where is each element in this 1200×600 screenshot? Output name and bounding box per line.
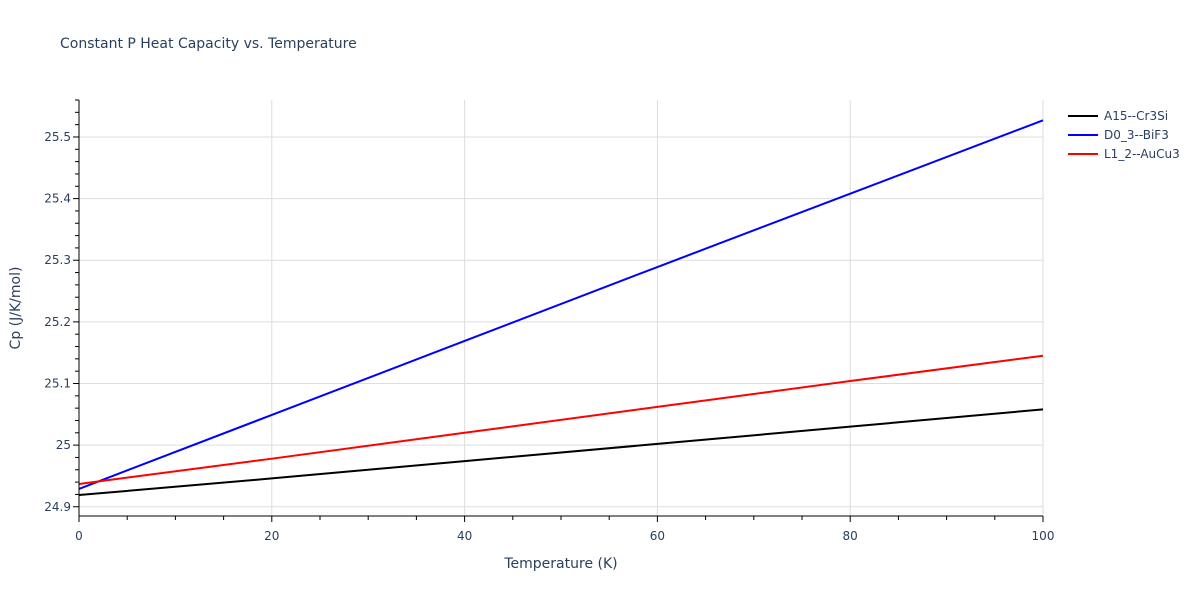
y-tick-label: 25.3 (44, 253, 71, 267)
x-tick-label: 100 (1032, 529, 1055, 543)
legend-label: A15--Cr3Si (1104, 108, 1169, 123)
series-line[interactable] (78, 408, 1044, 497)
legend-item[interactable]: D0_3--BiF3 (1068, 125, 1180, 144)
x-tick-label: 40 (457, 529, 472, 543)
legend-line-icon (1068, 152, 1098, 155)
legend-label: L1_2--AuCu3 (1104, 146, 1180, 161)
series-line[interactable] (78, 119, 1044, 490)
y-tick-label: 25.4 (44, 192, 71, 206)
series-line[interactable] (78, 354, 1044, 485)
chart-legend: A15--Cr3Si D0_3--BiF3 L1_2--AuCu3 (1068, 106, 1180, 163)
y-tick-label: 25.5 (44, 130, 71, 144)
x-axis-title: Temperature (K) (503, 556, 617, 572)
y-tick-label: 25.1 (44, 376, 71, 390)
legend-line-icon (1068, 133, 1098, 136)
legend-item[interactable]: L1_2--AuCu3 (1068, 144, 1180, 163)
x-tick-label: 80 (843, 529, 858, 543)
legend-label: D0_3--BiF3 (1104, 127, 1169, 142)
y-tick-label: 25 (56, 438, 71, 452)
x-tick-label: 60 (650, 529, 665, 543)
chart-title: Constant P Heat Capacity vs. Temperature (60, 36, 357, 52)
legend-item[interactable]: A15--Cr3Si (1068, 106, 1180, 125)
y-tick-label: 25.2 (44, 315, 71, 329)
x-tick-label: 0 (75, 529, 83, 543)
y-tick-label: 24.9 (44, 500, 71, 514)
y-axis-title: Cp (J/K/mol) (8, 267, 24, 350)
legend-line-icon (1068, 114, 1098, 117)
x-tick-label: 20 (264, 529, 279, 543)
